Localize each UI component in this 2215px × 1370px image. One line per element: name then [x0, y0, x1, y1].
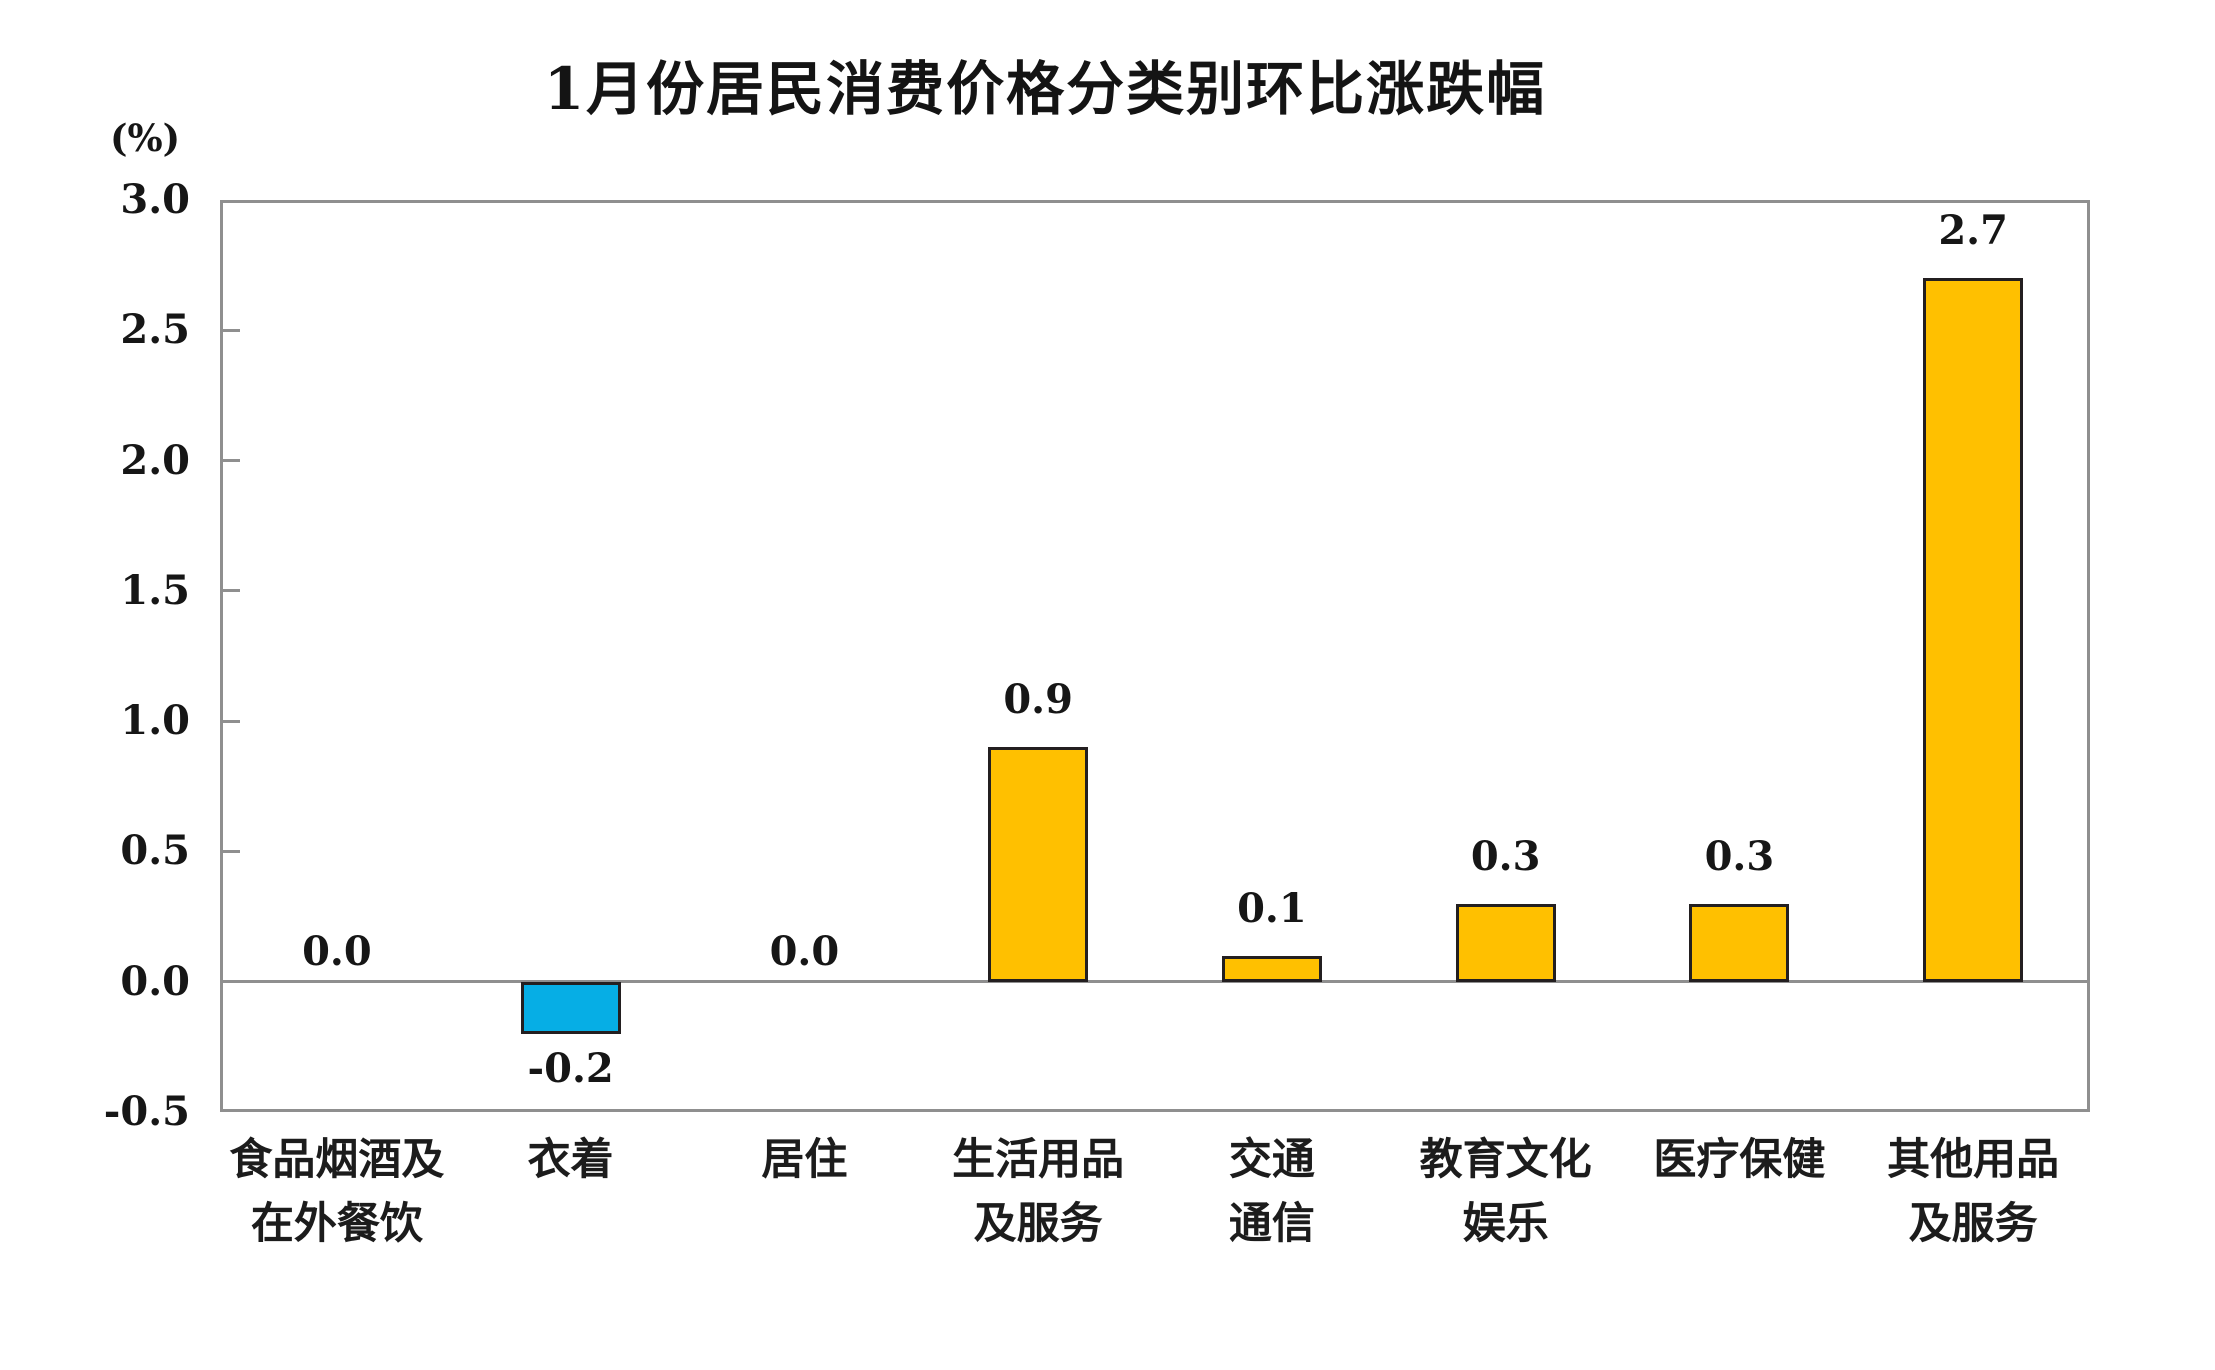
x-category-label: 交通 通信 — [1155, 1128, 1389, 1256]
x-category-label-line: 衣着 — [527, 1135, 614, 1185]
y-tick-mark — [220, 328, 240, 332]
x-category-label-line: 其他用品 — [1887, 1135, 2060, 1185]
y-tick-label: 2.0 — [120, 436, 190, 484]
y-axis-tick-labels: 3.0 2.5 2.0 1.5 1.0 0.5 0.0 -0.5 — [0, 176, 190, 1135]
bar-value-label: 2.7 — [1938, 207, 2008, 255]
bar-value-label: 0.0 — [769, 927, 840, 975]
y-tick-label: 1.5 — [120, 566, 190, 614]
zero-axis-line — [220, 980, 2090, 984]
x-category-label-line: 及服务 — [1908, 1199, 2038, 1249]
bar-value-label: 0.0 — [302, 927, 372, 975]
x-category-label-line: 医疗保健 — [1653, 1135, 1826, 1185]
x-category-label-line: 通信 — [1228, 1199, 1315, 1249]
y-tick-label: 2.5 — [120, 306, 190, 354]
y-tick-mark — [220, 719, 240, 723]
bar-value-label: 0.3 — [1470, 832, 1541, 880]
x-category-label: 居住 — [688, 1128, 922, 1256]
x-category-label-line: 及服务 — [973, 1199, 1103, 1249]
x-category-label-line: 教育文化 — [1419, 1135, 1592, 1185]
bar-positive — [1689, 903, 1790, 982]
bar-positive — [988, 747, 1089, 982]
x-category-label: 生活用品 及服务 — [921, 1128, 1155, 1256]
x-category-label: 其他用品 及服务 — [1856, 1128, 2090, 1256]
bar-value-label: 0.9 — [1003, 676, 1073, 724]
x-category-label-line: 娱乐 — [1462, 1199, 1549, 1249]
y-tick-mark — [220, 589, 240, 593]
y-tick-label: -0.5 — [103, 1088, 190, 1135]
plot-area-border — [220, 200, 2090, 1112]
y-tick-mark — [220, 849, 240, 853]
x-category-label: 食品烟酒及 在外餐饮 — [220, 1128, 454, 1256]
x-category-label: 教育文化 娱乐 — [1389, 1128, 1623, 1256]
x-category-label-line: 居住 — [761, 1135, 848, 1185]
bar-positive — [1923, 278, 2024, 982]
y-tick-mark — [220, 459, 240, 463]
bar-negative — [520, 981, 621, 1034]
x-category-label-line: 在外餐饮 — [250, 1199, 423, 1249]
y-tick-label: 3.0 — [120, 176, 190, 223]
y-tick-label: 1.0 — [120, 697, 190, 745]
y-tick-label: 0.5 — [120, 827, 190, 875]
x-category-label: 衣着 — [454, 1128, 688, 1256]
bar-positive — [1455, 903, 1556, 982]
bar-positive — [1221, 955, 1322, 982]
bar-value-label: 0.1 — [1237, 884, 1307, 932]
bar-value-label: 0.3 — [1704, 832, 1775, 880]
chart-title: 1月份居民消费价格分类别环比涨跌幅 — [543, 55, 1547, 123]
y-axis-unit-label: (%) — [110, 116, 181, 160]
x-category-label: 医疗保健 — [1623, 1128, 1857, 1256]
bar-value-label: -0.2 — [527, 1044, 614, 1092]
x-category-label-line: 交通 — [1228, 1135, 1315, 1185]
plot-area: 0.0 -0.2 0.0 0.9 0.1 0.3 0.3 2.7 — [220, 200, 2090, 1112]
y-tick-label: 0.0 — [120, 957, 190, 1005]
x-category-label-line: 食品烟酒及 — [229, 1135, 445, 1185]
x-axis-category-labels: 食品烟酒及 在外餐饮 衣着 居住 生活用品 及服务 交通 通信 教育文化 娱乐 医疗保健 其他用品 及服… — [220, 1128, 2090, 1256]
x-category-label-line: 生活用品 — [952, 1135, 1125, 1185]
